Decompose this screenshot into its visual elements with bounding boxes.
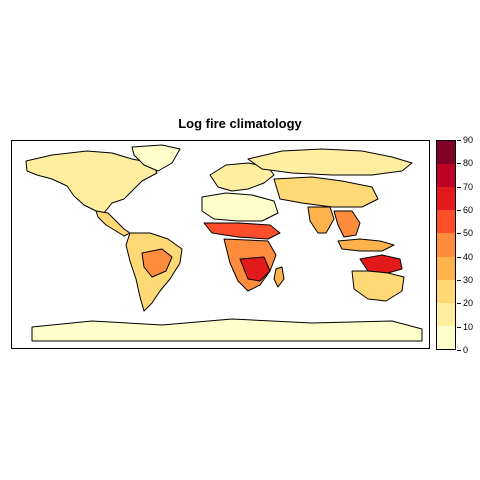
legend-tick	[457, 233, 461, 235]
legend-tick-label: 40	[463, 251, 474, 262]
legend-swatch	[437, 325, 455, 349]
color-legend	[436, 140, 456, 350]
region-inland-australia	[351, 270, 405, 302]
legend-tick-label: 10	[463, 321, 474, 332]
region-amazon-hotspot	[141, 248, 173, 278]
legend-tick	[457, 326, 461, 328]
legend-tick-label: 30	[463, 275, 474, 285]
region-central-asia	[273, 176, 379, 208]
legend-tick-label: 90	[463, 135, 474, 145]
legend-swatch	[437, 210, 455, 234]
region-madagascar	[273, 266, 285, 288]
legend-tick-label: 0	[463, 345, 469, 355]
legend-tick-label: 80	[463, 158, 474, 169]
region-greenland	[131, 144, 181, 172]
legend-tick	[457, 303, 461, 305]
region-europe	[209, 162, 275, 192]
legend-tick	[457, 210, 461, 211]
legend-swatch	[437, 279, 455, 303]
plot-title: Log fire climatology	[178, 116, 302, 131]
world-map	[11, 140, 430, 349]
legend-swatch	[437, 233, 455, 257]
legend-tick	[457, 256, 461, 258]
region-central-america	[95, 210, 131, 237]
legend-swatch	[437, 164, 455, 188]
legend-tick-label: 70	[463, 181, 474, 192]
legend-tick-label: 60	[463, 205, 474, 215]
region-southeast-asia	[333, 210, 361, 238]
legend-tick	[457, 163, 461, 165]
legend-tick	[457, 186, 461, 188]
legend-tick	[457, 140, 461, 141]
landmasses	[25, 144, 423, 342]
region-siberia	[247, 148, 413, 176]
legend-tick-label: 20	[463, 298, 474, 309]
legend-tick	[457, 280, 461, 281]
legend-swatch	[437, 187, 455, 211]
region-sahel	[203, 222, 281, 240]
region-india	[307, 206, 335, 234]
region-northern-australia	[359, 254, 403, 274]
region-southern-africa-hotspot	[239, 256, 271, 282]
legend-swatch	[437, 302, 455, 326]
legend-swatch	[437, 141, 455, 165]
region-antarctica	[31, 318, 423, 342]
legend-tick-label: 50	[463, 228, 474, 239]
legend-swatch	[437, 256, 455, 280]
region-north-america	[25, 150, 158, 214]
region-sahara	[201, 192, 279, 222]
region-indonesia	[337, 238, 395, 252]
legend-tick	[457, 350, 461, 351]
